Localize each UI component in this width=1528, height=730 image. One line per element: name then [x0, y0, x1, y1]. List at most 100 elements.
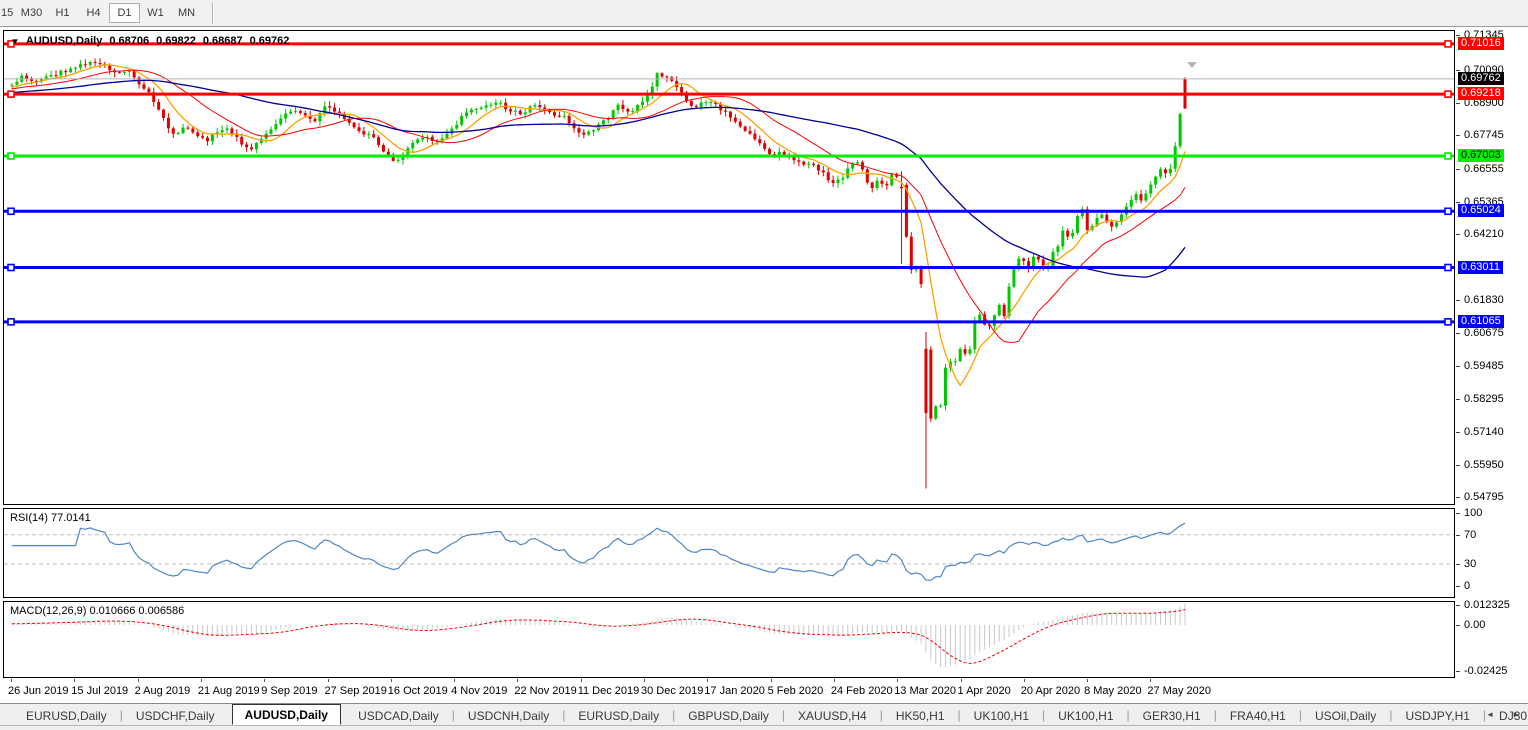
- line-handle[interactable]: [7, 40, 15, 48]
- candle-body: [201, 136, 205, 138]
- date-axis[interactable]: 26 Jun 2019 15 Jul 2019 2 Aug 2019 21 Aug 2…: [3, 679, 1455, 701]
- candle-body: [162, 109, 166, 118]
- candle-body: [846, 168, 850, 178]
- date-label: 30 Dec 2019: [641, 685, 704, 697]
- candle-body: [548, 109, 552, 113]
- candle-body: [812, 163, 816, 165]
- price-level-badge[interactable]: 0.63011: [1458, 260, 1503, 274]
- price-chart-window[interactable]: ▼ AUDUSD,Daily 0.68706 0.69822 0.68687 0…: [3, 30, 1455, 505]
- candle-body: [1007, 286, 1011, 317]
- chart-tab-usoil-daily[interactable]: USOil,Daily: [1314, 709, 1377, 723]
- candle-body: [973, 320, 977, 350]
- candle-body: [152, 92, 156, 103]
- timeframe-button-d1[interactable]: D1: [109, 3, 140, 23]
- price-axis[interactable]: 0.71345 0.70090 0.68900 0.67745 0.66555 0.653…: [1456, 0, 1528, 702]
- candle-body: [821, 170, 825, 173]
- price-level-badge[interactable]: 0.67003: [1458, 149, 1504, 162]
- candle-body: [220, 130, 224, 133]
- date-tick-mark: [960, 679, 962, 682]
- chart-tab-usdcad-daily[interactable]: USDCAD,Daily: [358, 709, 439, 723]
- candle-body: [523, 112, 527, 115]
- chart-tab-usdchf-daily[interactable]: USDCHF,Daily: [135, 709, 215, 723]
- candle-body: [132, 70, 136, 78]
- line-handle[interactable]: [1444, 318, 1452, 326]
- price-tick-mark: [1456, 234, 1460, 236]
- chart-tab-ger30-h1[interactable]: GER30,H1: [1142, 709, 1201, 723]
- chart-tab-hk50-h1[interactable]: HK50,H1: [895, 709, 945, 723]
- candle-body: [797, 160, 801, 162]
- price-tick-label: 0.59485: [1464, 360, 1504, 372]
- chart-title[interactable]: ▼ AUDUSD,Daily 0.68706 0.69822 0.68687 0…: [10, 35, 289, 47]
- timeframe-button-h1[interactable]: H1: [55, 7, 70, 19]
- date-tick-mark: [390, 679, 392, 682]
- line-handle[interactable]: [7, 263, 15, 272]
- rsi-canvas[interactable]: [4, 509, 1454, 597]
- candlestick-canvas[interactable]: [4, 31, 1454, 504]
- symbol-dropdown-icon[interactable]: ▼: [10, 36, 20, 46]
- price-level-badge[interactable]: 0.65024: [1458, 204, 1504, 218]
- macd-indicator-window[interactable]: MACD(12,26,9) 0.010666 0.006586: [3, 601, 1455, 678]
- line-handle[interactable]: [1444, 40, 1452, 48]
- line-handle[interactable]: [1444, 263, 1452, 272]
- candle-body: [577, 128, 581, 133]
- timeframe-button-m30[interactable]: M30: [20, 7, 43, 19]
- chart-tab-usdjpy-h1[interactable]: USDJPY,H1: [1405, 709, 1470, 723]
- chart-tab-xauusd-h4[interactable]: XAUUSD,H4: [798, 709, 867, 723]
- candle-body: [1178, 113, 1182, 147]
- candle-body: [186, 127, 190, 129]
- candle-body: [171, 128, 175, 134]
- chart-shift-marker-icon[interactable]: [1187, 62, 1197, 68]
- timeframe-button-w1[interactable]: W1: [147, 7, 164, 19]
- chart-tab-fra40-h1[interactable]: FRA40,H1: [1229, 709, 1286, 723]
- candle-body: [411, 142, 415, 149]
- chart-tab-usdcnh-daily[interactable]: USDCNH,Daily: [467, 709, 550, 723]
- chart-tab-uk100-h1[interactable]: UK100,H1: [1058, 709, 1114, 723]
- chart-tab-gbpusd-daily[interactable]: GBPUSD,Daily: [688, 709, 769, 723]
- tabs-scroll-left-icon[interactable]: ◄: [1486, 710, 1495, 719]
- candle-body: [978, 314, 982, 321]
- price-level-badge[interactable]: 0.69218: [1458, 87, 1504, 101]
- price-level-badge[interactable]: 0.71016: [1458, 36, 1504, 50]
- line-handle[interactable]: [1444, 90, 1452, 98]
- line-handle[interactable]: [1444, 152, 1452, 160]
- chart-tab-dj30-h1[interactable]: DJ30,H1: [1499, 709, 1528, 723]
- candle-body: [25, 75, 29, 79]
- candle-body: [225, 128, 229, 131]
- line-handle[interactable]: [1444, 207, 1452, 216]
- candle-body: [636, 105, 640, 112]
- candle-body: [939, 405, 943, 407]
- candle-body: [553, 112, 557, 116]
- line-handle[interactable]: [7, 152, 15, 160]
- timeframe-button-mn[interactable]: MN: [177, 7, 196, 19]
- candle-body: [1100, 214, 1104, 218]
- macd-label: MACD(12,26,9) 0.010666 0.006586: [10, 605, 185, 617]
- rsi-indicator-window[interactable]: RSI(14) 77.0141: [3, 508, 1455, 598]
- candle-body: [763, 143, 767, 149]
- candle-body: [724, 110, 728, 112]
- tab-separator: |: [1213, 707, 1217, 722]
- chart-symbol-label: AUDUSD,Daily: [25, 35, 103, 47]
- candle-body: [1159, 169, 1163, 177]
- chart-tab-audusd-daily[interactable]: AUDUSD,Daily: [231, 704, 341, 725]
- date-tick-mark: [11, 679, 12, 682]
- macd-canvas[interactable]: [4, 602, 1454, 677]
- candle-body: [1119, 214, 1123, 223]
- candle-body: [890, 174, 894, 186]
- timeframe-button-h4[interactable]: H4: [86, 7, 101, 19]
- chart-tab-eurusd-daily[interactable]: EURUSD,Daily: [578, 709, 660, 723]
- chart-tab-uk100-h1[interactable]: UK100,H1: [973, 709, 1030, 723]
- tabs-scroll-right-icon[interactable]: ►: [1512, 710, 1520, 719]
- line-handle[interactable]: [7, 207, 15, 216]
- timeframe-button-15[interactable]: 15: [1, 7, 14, 19]
- candle-body: [587, 131, 591, 135]
- line-handle[interactable]: [7, 318, 15, 326]
- chart-tab-eurusd-daily[interactable]: EURUSD,Daily: [26, 709, 107, 723]
- candle-body: [900, 186, 904, 189]
- line-handle[interactable]: [7, 90, 15, 98]
- candle-body: [743, 126, 747, 131]
- candle-body: [1163, 169, 1167, 174]
- date-label: 20 Apr 2020: [1020, 685, 1081, 697]
- candle-body: [347, 119, 351, 123]
- candle-body: [1144, 193, 1148, 201]
- price-level-badge[interactable]: 0.61065: [1458, 314, 1504, 328]
